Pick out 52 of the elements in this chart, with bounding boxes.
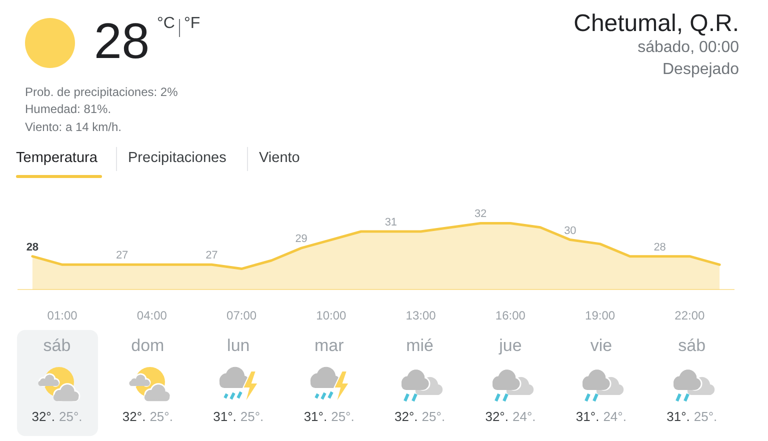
annotation: lun bbox=[227, 336, 250, 356]
text: Viento: a 14 km/h. bbox=[25, 120, 122, 134]
annotation: 25°. bbox=[240, 409, 264, 424]
annotation: vie bbox=[590, 336, 612, 356]
annotation: 32°. bbox=[32, 409, 55, 424]
annotation: 32°. bbox=[485, 409, 508, 424]
data-label: 32 bbox=[474, 208, 487, 220]
text: Humedad: 81%. bbox=[25, 102, 112, 116]
text: °F bbox=[184, 15, 200, 33]
x-tick-label: 19:00 bbox=[585, 308, 616, 322]
text: Precipitaciones bbox=[128, 150, 226, 167]
text: Despejado bbox=[662, 61, 739, 79]
data-label: 28 bbox=[26, 241, 39, 254]
chart-subtitle: sábado, 00:00 bbox=[638, 39, 739, 57]
annotation: mar bbox=[314, 336, 344, 356]
chart-title: Chetumal, Q.R. bbox=[574, 10, 739, 38]
annotation: 25°. bbox=[59, 409, 82, 424]
annotation: sáb bbox=[43, 336, 71, 356]
text: 28 bbox=[94, 13, 150, 69]
data-label: 29 bbox=[295, 233, 308, 246]
annotation: 31°. bbox=[213, 409, 236, 424]
data-label: 27 bbox=[116, 250, 128, 262]
x-tick-label: 10:00 bbox=[316, 308, 347, 322]
annotation: mié bbox=[406, 336, 434, 356]
annotation: 24°. bbox=[512, 409, 536, 424]
text: Prob. de precipitaciones: 2% bbox=[25, 85, 178, 99]
annotation: sáb bbox=[678, 336, 706, 356]
annotation: 25°. bbox=[694, 409, 718, 424]
text: Viento bbox=[259, 150, 300, 167]
annotation: jue bbox=[499, 336, 522, 356]
annotation: 31°. bbox=[666, 409, 690, 424]
x-tick-label: 04:00 bbox=[136, 308, 168, 322]
x-tick-label: 22:00 bbox=[674, 308, 706, 322]
annotation: 32°. bbox=[122, 409, 146, 424]
data-label: 28 bbox=[654, 241, 666, 254]
x-tick-label: 01:00 bbox=[47, 308, 78, 322]
data-label: 27 bbox=[206, 250, 218, 262]
annotation: 25°. bbox=[331, 409, 354, 424]
x-tick-label: 07:00 bbox=[226, 308, 257, 322]
data-label: 30 bbox=[564, 224, 576, 237]
annotation: 31°. bbox=[576, 409, 600, 424]
annotation: 24°. bbox=[603, 409, 626, 424]
annotation: 25°. bbox=[422, 409, 446, 424]
annotation: dom bbox=[131, 336, 164, 356]
x-tick-label: 13:00 bbox=[406, 308, 436, 322]
text: Temperatura bbox=[16, 150, 98, 167]
annotation: 25°. bbox=[150, 409, 173, 424]
x-tick-label: 16:00 bbox=[495, 308, 526, 322]
text: °C bbox=[157, 15, 175, 33]
annotation: 31°. bbox=[304, 409, 328, 424]
annotation: 32°. bbox=[394, 409, 418, 424]
data-label: 31 bbox=[384, 216, 398, 228]
